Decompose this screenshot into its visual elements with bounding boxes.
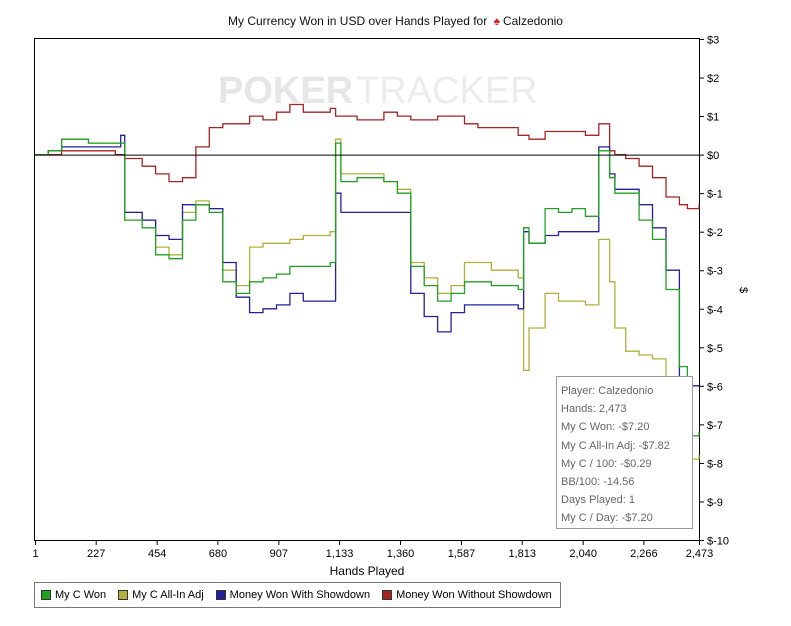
- legend-item-money-won-with-showdown[interactable]: Money Won With Showdown: [215, 589, 371, 601]
- y-tick-label: $2: [707, 73, 719, 85]
- plot-area: [34, 38, 700, 541]
- x-tick-label: 907: [270, 548, 288, 560]
- x-tick-label: 227: [87, 548, 105, 560]
- y-tick-label: $-6: [707, 381, 723, 393]
- spade-icon: ♠: [493, 14, 500, 28]
- y-tick-label: $-7: [707, 420, 723, 432]
- y-tick-label: $-3: [707, 266, 723, 278]
- legend-item-my-c-all-in-adj[interactable]: My C All-In Adj: [118, 589, 204, 601]
- stats-tooltip: Player: Calzedonio Hands: 2,473 My C Won…: [556, 376, 693, 529]
- x-tick-label: 680: [209, 548, 227, 560]
- x-tick-label: 454: [148, 548, 166, 560]
- y-tick-label: $-4: [707, 304, 723, 316]
- watermark-tracker: TRACKER: [356, 70, 538, 112]
- x-tick-label: 1,360: [387, 548, 415, 560]
- tooltip-player: Player: Calzedonio: [561, 385, 654, 397]
- tooltip-per-day: My C / Day: -$7.20: [561, 512, 653, 525]
- legend-item-my-c-won[interactable]: My C Won: [41, 589, 106, 601]
- chart-title: My Currency Won in USD over Hands Played…: [0, 14, 791, 28]
- legend-label: My C Won: [55, 589, 107, 601]
- chart-legend: My C Won My C All-In Adj Money Won With …: [34, 582, 561, 608]
- chart-title-player: Calzedonio: [502, 14, 563, 28]
- x-tick-label: 1,587: [448, 548, 476, 560]
- legend-swatch-olive: [118, 590, 129, 600]
- y-tick-label: $-10: [707, 536, 729, 548]
- x-tick-label: 1: [32, 548, 38, 560]
- y-tick-label: $1: [707, 112, 719, 124]
- legend-swatch-blue: [215, 590, 226, 600]
- tooltip-all-in-adj: My C All-In Adj: -$7.82: [561, 439, 670, 452]
- tooltip-bb-100: BB/100: -14.56: [561, 475, 635, 488]
- series-line-money-won-without-showdown: [35, 103, 700, 210]
- y-tick-label: $3: [707, 35, 719, 47]
- x-tick-label: 1,133: [326, 548, 354, 560]
- y-axis-label: $: [737, 287, 749, 293]
- x-tick-label: 2,473: [686, 548, 714, 560]
- x-tick-label: 1,813: [508, 548, 536, 560]
- y-tick-label: $-9: [707, 497, 723, 509]
- series-layer: [35, 103, 700, 487]
- legend-swatch-green: [41, 590, 51, 600]
- tooltip-hands: Hands: 2,473: [561, 403, 627, 416]
- legend-label: Money Won Without Showdown: [396, 589, 552, 601]
- x-axis-label: Hands Played: [330, 564, 405, 578]
- legend-item-money-won-without-showdown[interactable]: Money Won Without Showdown: [382, 589, 552, 601]
- y-tick-label: $-1: [707, 189, 723, 201]
- x-tick-label: 2,040: [569, 548, 597, 560]
- tooltip-per-100: My C / 100: -$0.29: [561, 457, 652, 470]
- x-tick-label: 2,266: [630, 548, 658, 560]
- y-tick-label: $-5: [707, 343, 723, 355]
- x-axis: 1 227 454 680 907 1,133 1,360 1,587 1,813 2,040 2,…: [32, 540, 713, 560]
- y-tick-label: $-8: [707, 458, 723, 470]
- legend-label: My C All-In Adj: [132, 589, 204, 601]
- chart-title-text: My Currency Won in USD over Hands Played…: [228, 14, 488, 28]
- legend-swatch-red: [382, 590, 393, 600]
- series-line-my-c-won: [35, 138, 700, 437]
- y-tick-label: $0: [707, 150, 719, 162]
- y-tick-label: $-2: [707, 227, 723, 239]
- tooltip-days-played: Days Played: 1: [561, 494, 635, 507]
- tooltip-my-c-won: My C Won: -$7.20: [561, 421, 650, 434]
- y-axis: $3 $2 $1 $0 $-1 $-2 $-3 $-4 $-5 $-6 $-7 $-8 $-9 $-10: [699, 35, 729, 548]
- watermark-poker: POKER: [218, 70, 353, 112]
- legend-label: Money Won With Showdown: [229, 589, 371, 601]
